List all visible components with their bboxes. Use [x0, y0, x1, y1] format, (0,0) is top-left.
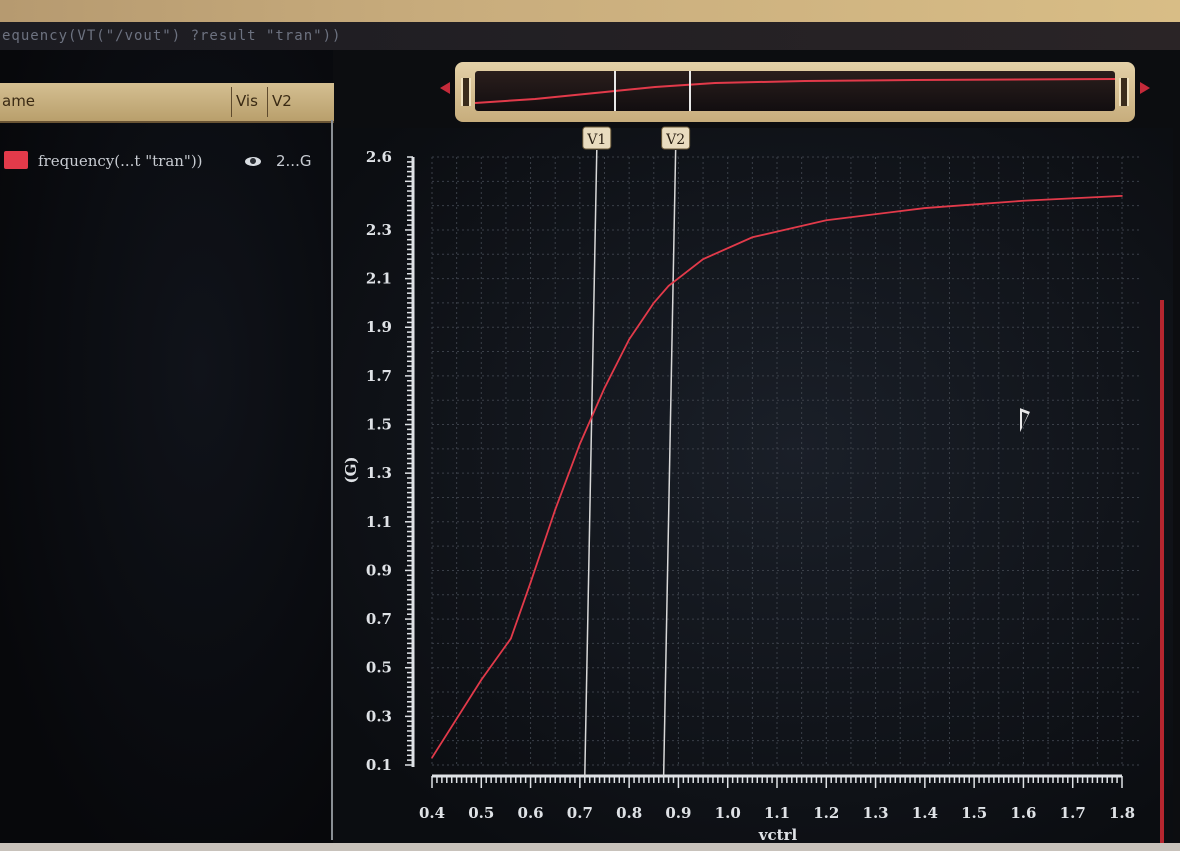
x-tick-label: 1.8 — [1109, 804, 1135, 822]
y-axis-label: (G) — [342, 456, 360, 483]
series-point — [652, 302, 655, 304]
legend-row[interactable]: frequency(...t "tran")) 2...G — [0, 148, 330, 174]
marker-tag-v2 — [661, 126, 691, 150]
series-line-0 — [431, 195, 1123, 759]
y-tick-label: 0.5 — [366, 659, 392, 677]
y-tick-label: 1.3 — [366, 464, 392, 482]
y-tick-label: 2.6 — [366, 148, 392, 166]
window-bottom-border — [0, 843, 1180, 851]
x-tick-label: 1.3 — [863, 804, 889, 822]
x-tick-label: 0.4 — [419, 804, 445, 822]
x-tick-label: 0.7 — [567, 804, 593, 822]
marker-label-v1: V1 — [586, 132, 606, 148]
x-tick-label: 1.2 — [813, 804, 839, 822]
eye-icon[interactable] — [245, 157, 261, 166]
mouse-pointer-icon — [1020, 408, 1030, 436]
series-point — [667, 285, 670, 287]
marker-label-v2: V2 — [665, 132, 685, 148]
window-title: equency(VT("/vout") ?result "tran")) — [2, 28, 342, 44]
series-point — [510, 637, 512, 640]
y-tick-label: 1.5 — [366, 416, 392, 434]
series-point — [554, 508, 557, 511]
y-tick-label: 0.1 — [366, 756, 392, 774]
x-tick-label: 0.9 — [665, 804, 691, 822]
y-tick-label: 2.3 — [366, 221, 392, 239]
series-point — [603, 387, 606, 389]
series-point — [825, 219, 828, 222]
x-tick-label: 1.0 — [715, 804, 741, 822]
legend-panel — [0, 50, 333, 850]
x-axis-label: vctrl — [758, 826, 798, 844]
column-header-name[interactable]: ame — [2, 92, 36, 110]
series-point — [751, 236, 754, 239]
series-point — [1022, 199, 1025, 202]
series-point — [924, 207, 926, 209]
zoom-preview[interactable] — [474, 71, 1116, 111]
x-tick-label: 1.7 — [1060, 804, 1086, 822]
x-tick-label: 1.5 — [961, 804, 987, 822]
y-tick-label: 1.1 — [366, 513, 392, 531]
series-point — [702, 258, 704, 260]
marker-line-v1 — [584, 149, 598, 777]
y-tick-label: 2.1 — [366, 270, 392, 288]
column-header-v2[interactable]: V2 — [272, 92, 292, 110]
left-zoom-handle[interactable] — [461, 78, 471, 106]
series-point — [1121, 195, 1123, 197]
y-tick-label: 0.3 — [366, 707, 392, 725]
series-point — [480, 679, 483, 681]
x-tick-label: 0.5 — [468, 804, 494, 822]
plot-area-background — [335, 128, 1173, 843]
x-tick-label: 0.6 — [518, 804, 544, 822]
trace-name: frequency(...t "tran")) — [38, 152, 203, 170]
series-point — [628, 338, 630, 341]
right-zoom-handle[interactable] — [1119, 78, 1129, 106]
panel-separator[interactable] — [331, 120, 333, 840]
y-tick-label: 1.7 — [366, 367, 392, 385]
scroll-left-arrow-icon[interactable] — [440, 82, 450, 94]
y-tick-label: 1.9 — [366, 318, 392, 336]
series-point — [579, 443, 581, 445]
scroll-right-arrow-icon[interactable] — [1140, 82, 1150, 94]
column-divider[interactable] — [267, 87, 268, 117]
x-tick-label: 0.8 — [616, 804, 642, 822]
window-title-bar: equency(VT("/vout") ?result "tran")) — [0, 22, 1180, 50]
trace-color-swatch[interactable] — [4, 151, 28, 169]
window-top-border — [0, 0, 1180, 22]
marker-line-v2 — [662, 149, 677, 777]
x-tick-label: 1.4 — [912, 804, 938, 822]
window-edge — [1160, 300, 1164, 851]
zoom-preview-trace — [474, 71, 1116, 111]
column-divider[interactable] — [231, 87, 232, 117]
y-tick-label: 0.9 — [366, 561, 392, 579]
marker-tag-v1 — [582, 126, 612, 150]
zoom-scroller[interactable] — [455, 62, 1135, 122]
x-tick-label: 1.1 — [764, 804, 790, 822]
x-tick-label: 1.6 — [1010, 804, 1036, 822]
trace-v2-value: 2...G — [276, 152, 312, 170]
legend-table-header: ame Vis V2 — [0, 83, 334, 123]
series-point — [431, 756, 433, 759]
column-header-vis[interactable]: Vis — [236, 92, 258, 110]
series-point — [529, 581, 532, 584]
y-tick-label: 0.7 — [366, 610, 392, 628]
